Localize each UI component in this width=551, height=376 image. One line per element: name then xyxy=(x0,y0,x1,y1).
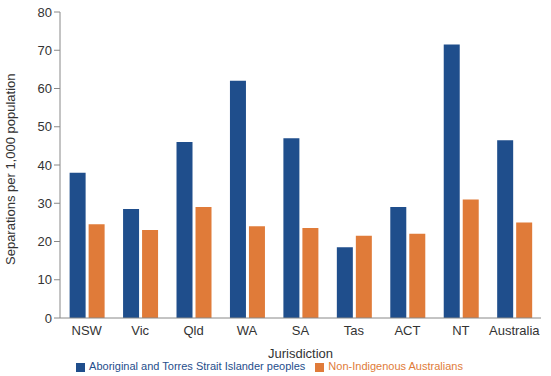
svg-text:ACT: ACT xyxy=(394,323,420,338)
svg-text:Separations per 1,000 populati: Separations per 1,000 population xyxy=(8,73,18,265)
html-text:Non-Indigenous Australians: Non-Indigenous Australians xyxy=(328,360,463,372)
svg-text:Tas: Tas xyxy=(344,323,365,338)
svg-text:Vic: Vic xyxy=(131,323,149,338)
svg-text:20: 20 xyxy=(38,234,52,249)
svg-text:30: 30 xyxy=(38,196,52,211)
svg-text:Qld: Qld xyxy=(183,323,203,338)
svg-text:0: 0 xyxy=(45,311,52,326)
svg-text:60: 60 xyxy=(38,81,52,96)
svg-text:Australia: Australia xyxy=(489,323,540,338)
svg-text:NSW: NSW xyxy=(72,323,103,338)
svg-text:WA: WA xyxy=(237,323,258,338)
svg-text:Jurisdiction: Jurisdiction xyxy=(268,346,333,361)
svg-text:50: 50 xyxy=(38,119,52,134)
svg-text:10: 10 xyxy=(38,272,52,287)
svg-text:40: 40 xyxy=(38,158,52,173)
svg-text:70: 70 xyxy=(38,43,52,58)
svg-text:NT: NT xyxy=(452,323,469,338)
html-text:Aboriginal and Torres Strait I: Aboriginal and Torres Strait Islander pe… xyxy=(89,360,306,372)
svg-text:SA: SA xyxy=(292,323,310,338)
svg-text:80: 80 xyxy=(38,5,52,20)
